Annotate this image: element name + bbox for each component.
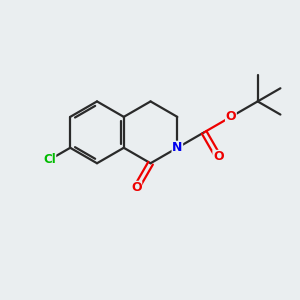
Text: N: N (172, 141, 182, 154)
Text: O: O (131, 182, 142, 194)
Text: O: O (226, 110, 236, 123)
Text: O: O (213, 151, 224, 164)
Text: Cl: Cl (43, 153, 56, 167)
